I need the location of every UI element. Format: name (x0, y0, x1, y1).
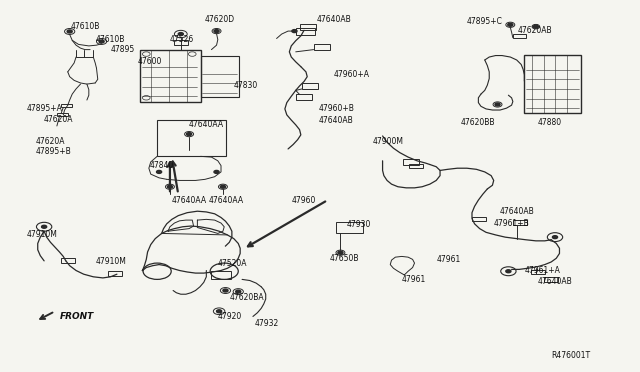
Bar (296, 28, 315, 35)
Circle shape (99, 40, 104, 43)
Circle shape (178, 33, 183, 36)
Text: 47620A: 47620A (44, 115, 74, 124)
Text: 47830: 47830 (234, 81, 258, 90)
Text: 47640AA: 47640AA (208, 196, 243, 205)
Text: 47640AA: 47640AA (172, 196, 207, 205)
Text: FRONT: FRONT (60, 312, 93, 321)
Text: 47620BA: 47620BA (229, 294, 264, 302)
Text: 47526: 47526 (170, 35, 194, 44)
Circle shape (168, 185, 173, 188)
Circle shape (552, 235, 557, 238)
Bar (336, 222, 363, 234)
Bar (157, 120, 226, 156)
Circle shape (157, 170, 162, 173)
Bar (472, 217, 486, 221)
Text: 47600: 47600 (138, 57, 163, 66)
Circle shape (292, 30, 297, 33)
Bar (61, 104, 72, 108)
Bar (543, 277, 557, 282)
Text: 47640AB: 47640AB (500, 208, 535, 217)
Text: 47932: 47932 (255, 320, 279, 328)
Bar (513, 34, 525, 38)
Circle shape (495, 103, 500, 106)
Text: 47620A: 47620A (36, 137, 65, 146)
Text: 47895+B: 47895+B (36, 147, 72, 156)
Circle shape (338, 251, 343, 254)
Text: 47960+B: 47960+B (319, 104, 355, 113)
Text: 47961+B: 47961+B (493, 219, 529, 228)
Text: 47910M: 47910M (26, 230, 57, 240)
Circle shape (533, 25, 538, 28)
Bar (513, 221, 527, 225)
Bar (410, 164, 424, 168)
Text: 47920: 47920 (218, 312, 242, 321)
Bar (108, 271, 122, 276)
Bar (300, 24, 316, 31)
Text: 47620AB: 47620AB (518, 26, 552, 35)
Bar (531, 270, 545, 274)
Bar (403, 159, 419, 164)
Circle shape (214, 30, 219, 33)
Circle shape (216, 310, 221, 313)
Bar (296, 94, 312, 100)
Bar (57, 113, 68, 116)
Text: 47880: 47880 (537, 119, 561, 128)
Bar (61, 258, 76, 263)
Text: 47640AB: 47640AB (317, 15, 351, 24)
Text: 47960: 47960 (291, 196, 316, 205)
Circle shape (42, 225, 47, 228)
Bar (314, 44, 330, 49)
Circle shape (223, 289, 228, 292)
Text: 47610B: 47610B (95, 35, 125, 44)
Circle shape (236, 290, 241, 293)
Circle shape (508, 23, 513, 26)
Text: 47900M: 47900M (372, 137, 403, 146)
Text: 47961: 47961 (436, 255, 460, 264)
Bar (302, 83, 318, 89)
Text: 47620BB: 47620BB (461, 119, 495, 128)
Text: 47930: 47930 (347, 221, 371, 230)
Text: 47961: 47961 (402, 275, 426, 284)
Bar (174, 39, 188, 45)
Bar (524, 55, 580, 113)
Text: R476001T: R476001T (551, 351, 590, 360)
Text: 47520A: 47520A (218, 259, 247, 268)
Circle shape (186, 133, 191, 136)
Bar (211, 271, 230, 279)
Text: 47640AB: 47640AB (319, 116, 353, 125)
Bar (200, 56, 239, 97)
Text: 47961+A: 47961+A (524, 266, 560, 275)
Text: 47895+A: 47895+A (26, 104, 62, 113)
Text: 47620D: 47620D (205, 15, 235, 24)
Text: 47840: 47840 (150, 161, 173, 170)
Text: 47640AA: 47640AA (189, 121, 224, 129)
Text: 47895: 47895 (111, 45, 135, 54)
Text: 47910M: 47910M (95, 257, 126, 266)
Circle shape (67, 30, 72, 33)
Text: 47610B: 47610B (71, 22, 100, 31)
Text: 47640AB: 47640AB (537, 277, 572, 286)
Text: 47960+A: 47960+A (334, 70, 370, 79)
Text: 47650B: 47650B (330, 254, 359, 263)
Bar (140, 50, 200, 102)
Text: 47895+C: 47895+C (467, 17, 503, 26)
Circle shape (220, 185, 225, 188)
Circle shape (506, 270, 511, 273)
Circle shape (214, 170, 219, 173)
